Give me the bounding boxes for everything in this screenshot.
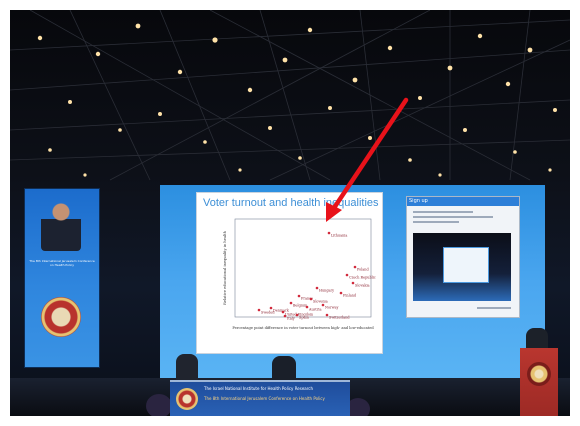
scatter-point-label: Hungary: [319, 289, 334, 293]
scatter-point-label: Sweden: [261, 311, 275, 315]
plot-frame: [234, 218, 372, 318]
y-axis-label: Relative educational inequality in healt…: [223, 230, 227, 304]
speaker-video: [41, 199, 81, 251]
speaker-at-podium: [526, 328, 548, 354]
side-panel-video-screen: [443, 247, 489, 283]
scatter-point: [351, 281, 355, 285]
podium-seal-icon: [527, 362, 551, 386]
scatter-point-label: France: [301, 297, 313, 301]
scatter-point: [345, 273, 349, 277]
banner-line-2: The 8th International Jerusalem Conferen…: [204, 396, 325, 401]
scatter-point: [269, 306, 273, 310]
left-screen-title: The 8th International Jerusalem Conferen…: [29, 259, 95, 267]
scatter-point-label: Slovakia: [355, 284, 370, 288]
scatter-point: [339, 291, 343, 295]
scatter-point-label: Italy: [287, 317, 295, 321]
scatter-point: [327, 231, 331, 235]
panelist-left: [176, 354, 198, 382]
scatter-point-label: Lithuania: [331, 234, 347, 238]
audience-head-left: [146, 394, 172, 416]
audience-head-right: [346, 398, 370, 416]
banner-seal-icon: [176, 388, 198, 410]
scatter-point: [309, 297, 313, 301]
scatter-point-label: Spain: [299, 316, 310, 320]
presentation-slide: Voter turnout and health inequalities Re…: [196, 192, 383, 354]
podium: [520, 348, 558, 416]
scatter-point-label: Czech Republic: [349, 276, 376, 280]
side-panel-slide: Sign up: [406, 196, 520, 318]
conference-photo: The 8th International Jerusalem Conferen…: [10, 10, 570, 416]
banner-line-1: The Israel National Institute for Health…: [204, 386, 314, 391]
scatter-point-label: Switzerland: [329, 316, 350, 320]
scatter-point-label: United Kingdom: [285, 313, 314, 317]
scatter-point-label: Slovenia: [313, 300, 328, 304]
scatter-point: [289, 301, 293, 305]
scatter-point: [295, 313, 299, 317]
scatter-point-label: Finland: [343, 294, 357, 298]
panelist-center: [272, 356, 296, 382]
conference-seal-icon: [41, 297, 81, 337]
left-side-screen: The 8th International Jerusalem Conferen…: [24, 188, 100, 368]
scatter-point: [321, 303, 325, 307]
red-arrow-annotation: [326, 97, 409, 222]
panel-table-banner: The Israel National Institute for Health…: [170, 380, 350, 416]
side-panel-header: Sign up: [409, 198, 428, 204]
scatter-point: [325, 313, 329, 317]
scatter-plot: Relative educational inequality in healt…: [223, 218, 376, 330]
scatter-point-label: Belgium: [293, 304, 308, 308]
scatter-point-label: Poland: [357, 268, 369, 272]
scatter-point: [305, 305, 309, 309]
scatter-point-label: Denmark: [273, 309, 290, 313]
x-axis-label: Percentage point difference in voter tur…: [232, 326, 374, 330]
side-panel-video: [413, 233, 511, 301]
scatter-point-label: Norway: [325, 306, 339, 310]
scatter-point: [257, 308, 261, 312]
scatter-point: [297, 294, 301, 298]
scatter-point: [353, 265, 357, 269]
scatter-point: [283, 314, 287, 318]
scatter-point-label: Austria: [308, 308, 321, 312]
ceiling-truss: [10, 10, 570, 181]
side-panel-header-bar: [407, 197, 519, 206]
scatter-point: [315, 286, 319, 290]
scatter-point: [281, 310, 285, 314]
